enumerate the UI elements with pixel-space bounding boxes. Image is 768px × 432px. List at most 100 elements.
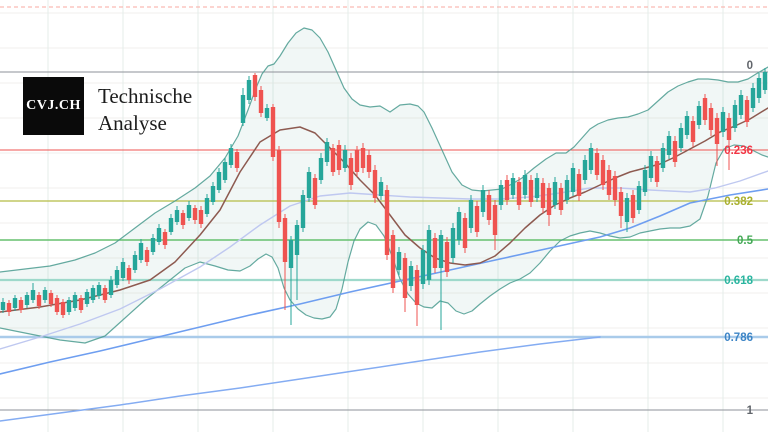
candle: [114, 270, 120, 285]
candle: [54, 298, 60, 312]
candle: [558, 188, 564, 210]
candle: [528, 180, 534, 202]
candle: [312, 178, 318, 205]
candle: [204, 198, 210, 214]
candle: [672, 141, 678, 162]
candle: [468, 200, 474, 228]
ma-slowest-blue: [0, 336, 601, 422]
candle: [438, 235, 444, 268]
candle: [60, 302, 66, 315]
candle: [162, 232, 168, 245]
candle: [174, 210, 180, 222]
candle: [66, 300, 72, 312]
bollinger-band-fill: [0, 28, 768, 343]
candle: [168, 218, 174, 232]
candle: [6, 303, 12, 312]
candle: [0, 302, 6, 310]
candle: [132, 255, 138, 270]
brand-logo: CVJ.CH: [23, 77, 84, 135]
candle: [210, 186, 216, 202]
candle: [450, 228, 456, 258]
candle: [444, 242, 450, 272]
candle: [48, 293, 54, 304]
candle: [540, 183, 546, 208]
fib-label-0.5: 0.5: [737, 235, 754, 247]
candle: [750, 88, 756, 108]
candle: [414, 270, 420, 305]
candle: [762, 72, 768, 90]
candle: [96, 285, 102, 296]
candle: [270, 107, 276, 157]
candle: [360, 148, 366, 168]
candle: [126, 268, 132, 280]
candle: [510, 178, 516, 195]
candle: [390, 235, 396, 288]
candle: [456, 212, 462, 240]
candle: [288, 240, 294, 268]
candle: [744, 100, 750, 122]
candle: [666, 136, 672, 155]
candle: [24, 295, 30, 305]
candle: [594, 153, 600, 175]
candle: [384, 190, 390, 255]
candle: [648, 156, 654, 178]
candle: [156, 228, 162, 242]
candle: [606, 170, 612, 195]
candle: [318, 158, 324, 180]
candle: [36, 295, 42, 306]
candle: [732, 105, 738, 128]
ma-medium-lavender: [0, 170, 768, 350]
candle: [150, 238, 156, 252]
candle: [246, 80, 252, 100]
tagline-line1: Technische: [98, 84, 193, 108]
candle: [120, 262, 126, 278]
candle: [294, 225, 300, 255]
candle: [30, 290, 36, 300]
candle: [366, 155, 372, 172]
candle: [570, 168, 576, 192]
candle: [588, 148, 594, 170]
candle: [684, 116, 690, 135]
candle: [84, 292, 90, 304]
brand-tagline: Technische Analyse: [98, 83, 192, 137]
tagline-line2: Analyse: [98, 111, 167, 135]
candle: [342, 150, 348, 168]
candle: [720, 112, 726, 132]
candle: [690, 121, 696, 142]
candle: [702, 98, 708, 120]
candle: [348, 158, 354, 185]
candle: [282, 218, 288, 262]
brand-logo-text: CVJ.CH: [26, 98, 81, 113]
candle: [498, 185, 504, 205]
candle: [714, 118, 720, 144]
candlesticks: [0, 68, 768, 330]
fib-label-0: 0: [747, 60, 753, 72]
candle: [738, 95, 744, 115]
candle: [198, 210, 204, 224]
candle: [192, 208, 198, 220]
candle: [180, 213, 186, 225]
candle: [372, 170, 378, 198]
candle: [408, 266, 414, 286]
candle: [252, 75, 258, 97]
candle: [138, 243, 144, 260]
fib-label-0.618: 0.618: [724, 275, 753, 287]
candle: [240, 95, 246, 123]
fib-label-0.382: 0.382: [724, 196, 753, 208]
candle: [186, 205, 192, 218]
candle: [12, 298, 18, 308]
candle: [642, 170, 648, 192]
candle: [78, 298, 84, 310]
candle: [708, 108, 714, 130]
candle: [90, 288, 96, 300]
bollinger-band-outline: [0, 27, 768, 344]
candle: [522, 175, 528, 195]
candle: [474, 206, 480, 232]
candle: [306, 172, 312, 198]
candle: [108, 280, 114, 295]
candle: [534, 178, 540, 198]
candle: [264, 108, 270, 118]
